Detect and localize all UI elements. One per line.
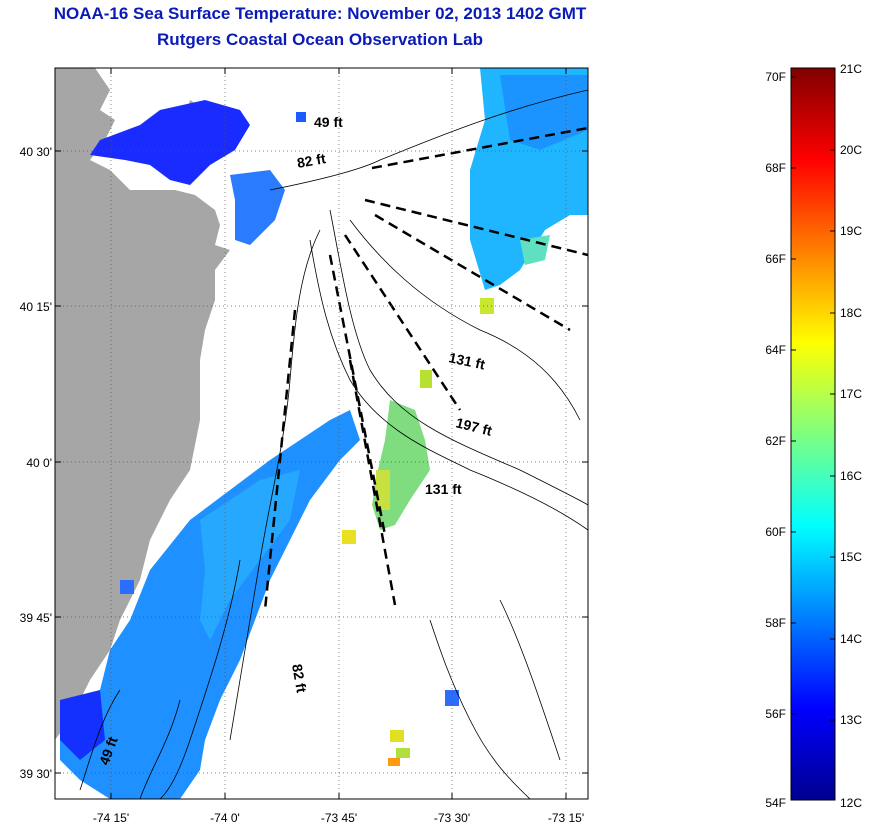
lon-label: -73 30' [434, 811, 470, 825]
colorbar-c-label: 17C [840, 387, 862, 401]
colorbar-c-label: 18C [840, 306, 862, 320]
colorbar-f-label: 56F [765, 707, 786, 721]
depth-label-82-north: 82 ft [296, 150, 327, 171]
colorbar-c-label: 14C [840, 632, 862, 646]
map-title: NOAA-16 Sea Surface Temperature: Novembe… [53, 4, 587, 23]
lon-label: -74 0' [210, 811, 240, 825]
depth-label-131-upper: 131 ft [447, 349, 486, 372]
depth-label-82-south: 82 ft [289, 663, 310, 694]
colorbar-c-label: 15C [840, 550, 862, 564]
map-subtitle: Rutgers Coastal Ocean Observation Lab [157, 30, 483, 49]
colorbar [790, 67, 836, 801]
lat-label: 40 0' [26, 456, 52, 470]
colorbar-f-label: 66F [765, 252, 786, 266]
lat-label: 39 45' [20, 611, 52, 625]
lat-label: 40 30' [20, 145, 52, 159]
map-frame [54, 67, 589, 800]
colorbar-c-label: 20C [840, 143, 862, 157]
colorbar-c-label: 19C [840, 224, 862, 238]
lat-label: 40 15' [20, 300, 52, 314]
colorbar-f-label: 70F [765, 70, 786, 84]
lon-label: -74 15' [93, 811, 129, 825]
depth-label-49-north: 49 ft [314, 114, 343, 130]
depth-label-131-lower: 131 ft [425, 481, 462, 497]
lon-label: -73 45' [321, 811, 357, 825]
land-mass [55, 68, 230, 740]
colorbar-c-label: 16C [840, 469, 862, 483]
lon-label: -73 15' [548, 811, 584, 825]
colorbar-f-label: 64F [765, 343, 786, 357]
colorbar-f-label: 62F [765, 434, 786, 448]
colorbar-f-label: 58F [765, 616, 786, 630]
sst-patch-harbor [90, 100, 250, 185]
colorbar-c-label: 13C [840, 713, 862, 727]
colorbar-c-label: 21C [840, 62, 862, 76]
colorbar-f-label: 54F [765, 796, 786, 810]
colorbar-f-label: 60F [765, 525, 786, 539]
colorbar-c-label: 12C [840, 796, 862, 810]
lat-label: 39 30' [20, 767, 52, 781]
colorbar-f-label: 68F [765, 161, 786, 175]
